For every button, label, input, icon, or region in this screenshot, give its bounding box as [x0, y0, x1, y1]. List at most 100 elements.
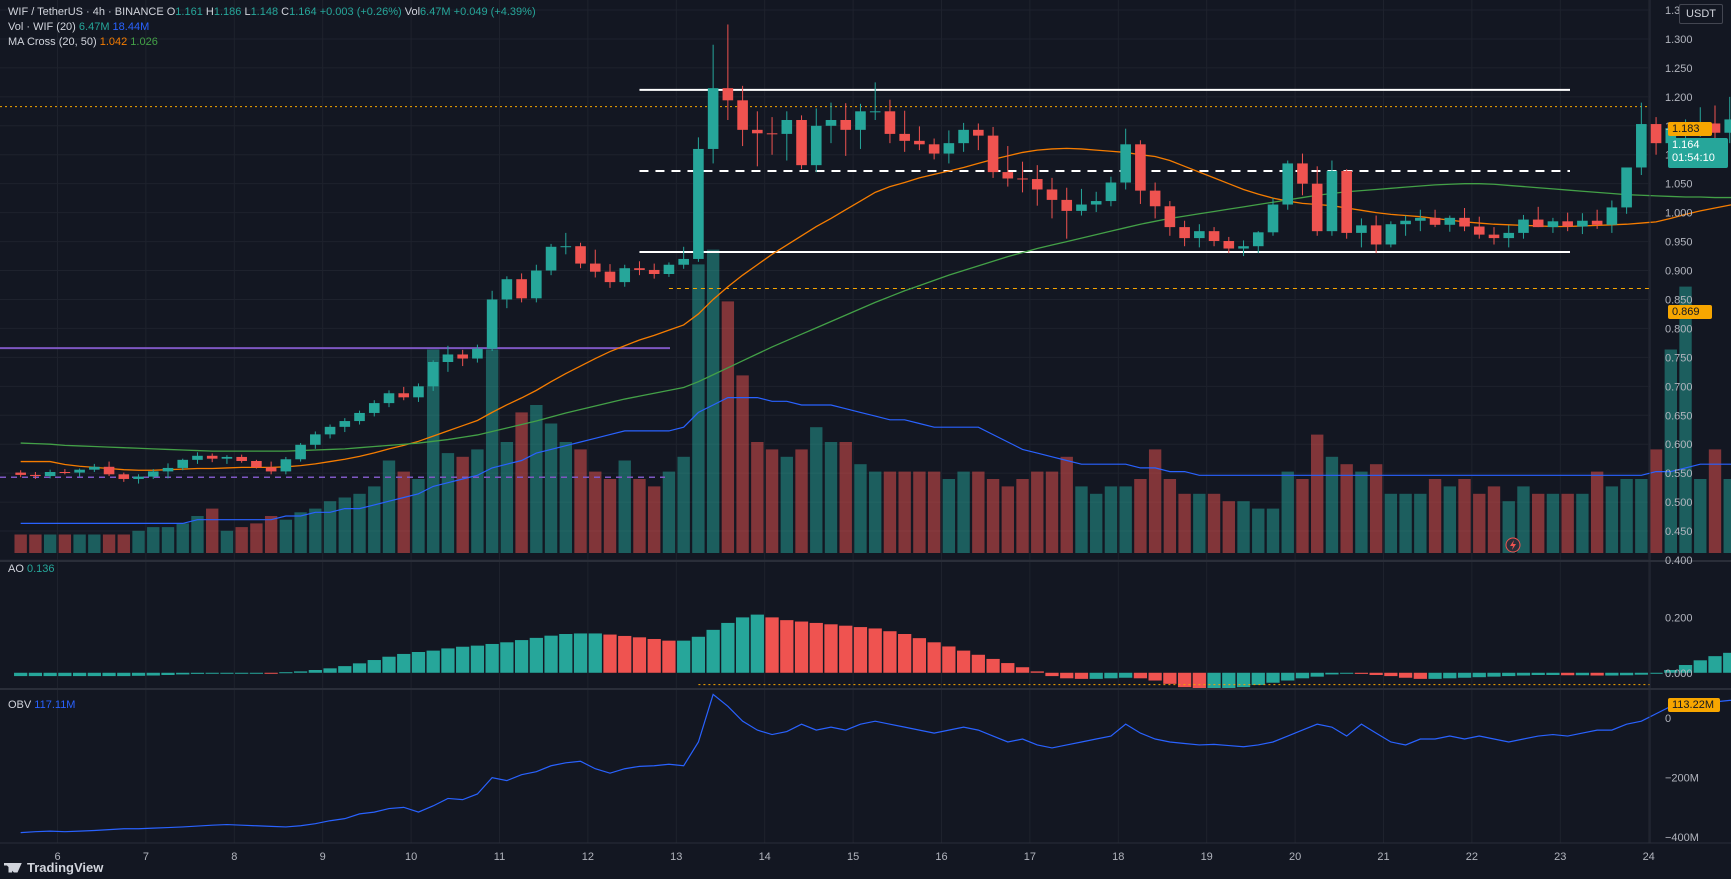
ao-bar	[868, 628, 882, 673]
volume-bar	[1679, 286, 1692, 553]
volume-bar	[765, 449, 779, 553]
low-value: 1.148	[250, 6, 279, 18]
ao-tick-label: 0.000	[1665, 668, 1693, 680]
ao-bar	[942, 646, 956, 673]
candle-body	[162, 467, 174, 472]
volume-bar	[603, 479, 617, 553]
volume-bar	[132, 530, 145, 553]
price-tick-label: 0.400	[1665, 555, 1693, 567]
price-tick-label: 0.550	[1665, 468, 1693, 480]
low-label: L	[244, 6, 251, 18]
candle-body	[855, 111, 866, 130]
volume-bar	[1723, 479, 1731, 553]
volume-bar	[1016, 479, 1029, 553]
volume-bar	[589, 471, 602, 553]
volume-bar	[544, 423, 558, 553]
candle-body	[1120, 144, 1131, 183]
ao-bar	[529, 637, 543, 673]
candle-body	[884, 111, 896, 134]
ao-bar	[1678, 665, 1693, 673]
time-tick-label: 6	[54, 851, 60, 863]
volume-bar	[1104, 486, 1118, 553]
volume-legend[interactable]: Vol · WIF (20) 6.47M 18.44M	[8, 21, 149, 33]
volume-bar	[795, 449, 808, 553]
volume-bar	[1428, 479, 1442, 553]
candle-body	[575, 246, 586, 264]
candle-body	[74, 469, 85, 473]
vol-indicator-name: Vol · WIF (20)	[8, 21, 76, 33]
candlesticks[interactable]	[15, 24, 1731, 484]
volume-bar	[957, 471, 970, 553]
time-tick-label: 20	[1289, 851, 1301, 863]
volume-bar	[264, 516, 278, 553]
candle-body	[531, 270, 542, 299]
obv-line	[20, 684, 1731, 834]
ao-bar	[588, 633, 602, 673]
volume-bar	[1532, 493, 1545, 553]
volume-bar	[382, 460, 396, 553]
time-tick-label: 19	[1201, 851, 1213, 863]
ao-bar	[1222, 672, 1236, 689]
volume-bar	[1325, 456, 1339, 553]
candle-body	[766, 133, 778, 135]
volume-bar	[530, 405, 543, 553]
candle-body	[103, 466, 115, 475]
candle-body	[1076, 204, 1087, 211]
ao-bar	[220, 672, 234, 674]
ma-cross-legend[interactable]: MA Cross (20, 50) 1.042 1.026	[8, 36, 158, 48]
ao-bar	[28, 672, 43, 677]
currency-button[interactable]: USDT	[1679, 4, 1723, 24]
ma-fast-value: 1.042	[99, 36, 128, 48]
candle-body	[1179, 227, 1190, 239]
candle-body	[59, 472, 71, 473]
ao-bar	[205, 672, 219, 674]
volume-bar	[427, 349, 440, 553]
obv-legend[interactable]: OBV 117.11M	[8, 699, 75, 711]
volume-bar	[869, 471, 882, 553]
ao-name: AO	[8, 563, 24, 575]
ao-bar	[1384, 672, 1398, 677]
volume-bar	[1458, 479, 1471, 553]
candle-body	[398, 393, 410, 398]
volume-bar	[1384, 493, 1398, 553]
volume-bar	[309, 508, 322, 553]
candle-body	[221, 456, 233, 459]
candle-body	[1297, 163, 1308, 184]
vol-value: 6.47M	[420, 6, 451, 18]
candle-body	[1577, 220, 1588, 227]
volume-bar	[692, 264, 705, 553]
candle-body	[486, 299, 498, 349]
ao-bar	[1457, 672, 1472, 678]
candle-body	[383, 393, 395, 404]
candle-body	[1238, 246, 1249, 249]
ao-bar	[397, 653, 411, 673]
volume-bar	[633, 479, 646, 553]
ao-bar	[839, 625, 853, 673]
ao-bar	[382, 656, 396, 673]
time-tick-label: 13	[670, 851, 682, 863]
pane-dividers[interactable]	[0, 0, 1731, 844]
volume-bar	[1045, 471, 1059, 553]
candle-body	[693, 148, 704, 259]
symbol-name[interactable]: WIF / TetherUS · 4h · BINANCE	[8, 6, 164, 18]
ao-legend[interactable]: AO 0.136	[8, 563, 55, 575]
candle-body	[310, 434, 321, 445]
horizontal-levels[interactable]	[0, 88, 1650, 478]
volume-bar	[780, 456, 793, 553]
ao-bar	[1177, 672, 1192, 688]
time-tick-label: 24	[1643, 851, 1655, 863]
candle-body	[1252, 232, 1264, 247]
time-tick-label: 9	[320, 851, 326, 863]
tradingview-logo[interactable]: TradingView	[4, 860, 103, 875]
candle-body	[707, 88, 719, 149]
volume-bar	[1694, 479, 1707, 553]
vol-indicator-value: 6.47M	[78, 21, 110, 33]
ao-bar	[1428, 672, 1442, 679]
volume-bar	[824, 442, 838, 553]
candle-body	[1164, 206, 1176, 228]
time-tick-label: 15	[847, 851, 859, 863]
candle-body	[840, 120, 852, 130]
candle-body	[368, 403, 380, 413]
ao-bar	[1030, 671, 1044, 673]
